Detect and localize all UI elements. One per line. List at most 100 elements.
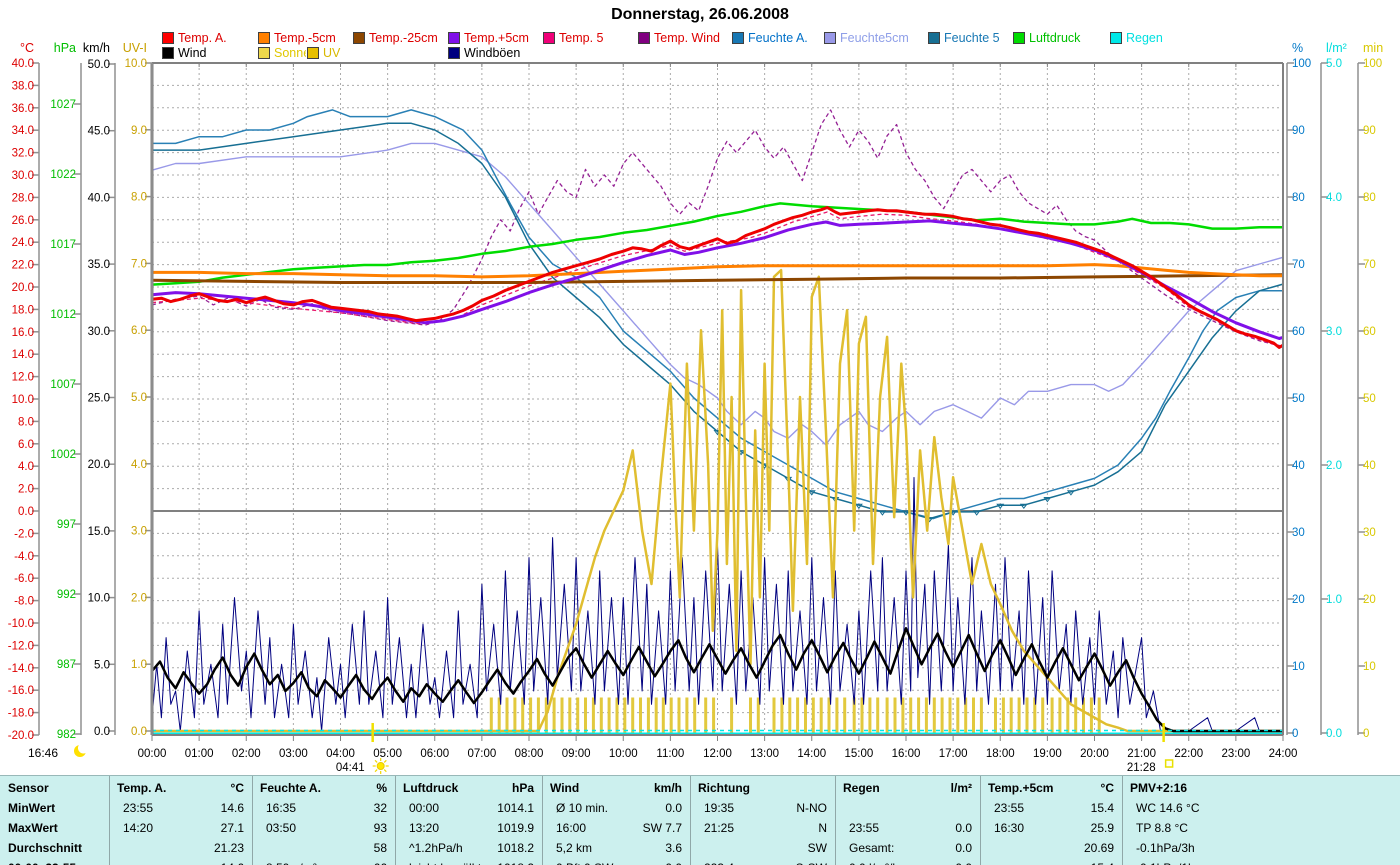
- legend-label: Feuchte5cm: [840, 31, 909, 45]
- legend-label: Regen: [1126, 31, 1163, 45]
- legend-item-temp-a[interactable]: Temp. A.: [162, 31, 227, 45]
- table-cell-value: 32: [260, 800, 387, 816]
- legend-swatch-icon: [258, 47, 270, 59]
- table-row-label: 00:00–23:55: [8, 860, 76, 865]
- legend-item-regen[interactable]: Regen: [1110, 31, 1163, 45]
- tick-label: 15.0: [88, 526, 110, 538]
- chart-area: -20.0-18.0-16.0-14.0-12.0-10.0-8.0-6.0-4…: [0, 0, 1400, 780]
- legend-item-luftdruck[interactable]: Luftdruck: [1013, 31, 1080, 45]
- tick-label: 40: [1292, 460, 1305, 472]
- time-label: 22:00: [1174, 748, 1203, 760]
- legend-item-uv[interactable]: UV: [307, 46, 340, 60]
- legend-item-sonnenschein[interactable]: Sonnenschein: [258, 46, 306, 60]
- legend-item-feuchte-a[interactable]: Feuchte A.: [732, 31, 808, 45]
- tick-label: 3.0: [131, 526, 147, 538]
- sunshine-bar: [513, 698, 516, 734]
- tick-label: 1022: [50, 169, 76, 181]
- time-label: 24:00: [1269, 748, 1298, 760]
- tick-label: -10.0: [8, 618, 34, 630]
- column-divider: [109, 776, 110, 865]
- table-cell-value: 20.69: [988, 840, 1114, 856]
- legend-label: Feuchte A.: [748, 31, 808, 45]
- tick-label: -14.0: [8, 663, 34, 675]
- sunshine-bar: [820, 698, 823, 734]
- time-label: 20:00: [1080, 748, 1109, 760]
- tick-label: 30: [1292, 527, 1305, 539]
- table-cell-value: 0.0: [843, 860, 972, 865]
- sunshine-bar: [868, 698, 871, 734]
- legend-item-temp-p5cm[interactable]: Temp.+5cm: [448, 31, 529, 45]
- table-cell-value: 0.0: [843, 840, 972, 856]
- time-label: 15:00: [844, 748, 873, 760]
- time-label: 06:00: [420, 748, 449, 760]
- sunshine-bar: [490, 698, 493, 734]
- tick-label: -2.0: [14, 528, 34, 540]
- tick-label: 4.0: [18, 461, 34, 473]
- tick-label: 0.0: [18, 506, 34, 518]
- tick-label: 0.0: [1326, 728, 1342, 740]
- table-cell-value: 14.6: [117, 860, 244, 865]
- tick-label: 5.0: [131, 392, 147, 404]
- table-cell: TP 8.8 °C: [1136, 820, 1188, 836]
- time-label: 17:00: [939, 748, 968, 760]
- table-cell: -0.1hPa/3h: [1136, 840, 1195, 856]
- sun-icon: [373, 758, 389, 774]
- tick-label: 6.0: [131, 325, 147, 337]
- moon-icon: [74, 743, 89, 758]
- tick-label: 4.0: [131, 459, 147, 471]
- legend-item-windboeen[interactable]: Windböen: [448, 46, 520, 60]
- tick-label: 0.0: [94, 726, 110, 738]
- legend-item-wind[interactable]: Wind: [162, 46, 206, 60]
- table-cell-value: 1018.2: [403, 840, 534, 856]
- sunshine-bar: [941, 698, 944, 734]
- legend-swatch-icon: [448, 32, 460, 44]
- legend-label: Feuchte 5: [944, 31, 1000, 45]
- sunshine-bar: [949, 698, 952, 734]
- tick-label: 1017: [50, 239, 76, 251]
- weather-chart-svg: -20.0-18.0-16.0-14.0-12.0-10.0-8.0-6.0-4…: [0, 0, 1400, 775]
- table-header-unit: °C: [988, 780, 1114, 796]
- tick-label: 4.0: [1326, 192, 1342, 204]
- legend-item-temp-5[interactable]: Temp. 5: [543, 31, 603, 45]
- sunshine-bar: [639, 698, 642, 734]
- sunshine-bar: [835, 698, 838, 734]
- axis-lm2: 0.01.02.03.04.05.0l/m²: [1321, 41, 1347, 740]
- table-header-unit: hPa: [403, 780, 534, 796]
- legend-label: Temp. Wind: [654, 31, 720, 45]
- tick-label: 80: [1292, 192, 1305, 204]
- tick-label: 50: [1363, 393, 1376, 405]
- sunshine-bar: [670, 698, 673, 734]
- sunshine-bar: [749, 698, 752, 734]
- legend-label: Temp.+5cm: [464, 31, 529, 45]
- tick-label: 32.0: [12, 148, 34, 160]
- legend-item-temp-m5cm[interactable]: Temp.-5cm: [258, 31, 336, 45]
- legend-item-temp-wind[interactable]: Temp. Wind: [638, 31, 720, 45]
- legend-item-temp-m25cm[interactable]: Temp.-25cm: [353, 31, 438, 45]
- table-row-label: Sensor: [8, 780, 49, 796]
- tick-label: 20: [1363, 594, 1376, 606]
- table-header-unit: °C: [117, 780, 244, 796]
- tick-label: 2.0: [131, 592, 147, 604]
- tick-label: 10: [1363, 661, 1376, 673]
- sunshine-bar: [712, 698, 715, 734]
- tick-label: 36.0: [12, 103, 34, 115]
- tick-label: 1012: [50, 309, 76, 321]
- sunshine-bar: [529, 698, 532, 734]
- legend-label: Wind: [178, 46, 206, 60]
- legend-swatch-icon: [1013, 32, 1025, 44]
- sunshine-bar: [1018, 698, 1021, 734]
- legend-item-feuchte-5cm[interactable]: Feuchte5cm: [824, 31, 909, 45]
- tick-label: 20: [1292, 594, 1305, 606]
- sunshine-bar: [788, 698, 791, 734]
- tick-label: 40: [1363, 460, 1376, 472]
- sunshine-bar: [584, 698, 587, 734]
- legend-swatch-icon: [928, 32, 940, 44]
- legend-item-feuchte-5[interactable]: Feuchte 5: [928, 31, 1000, 45]
- time-axis: 00:0001:0002:0003:0004:0005:0006:0007:00…: [138, 748, 1298, 760]
- sunshine-bar: [730, 698, 733, 734]
- table-cell: WC 14.6 °C: [1136, 800, 1199, 816]
- table-cell-value: 15.4: [988, 800, 1114, 816]
- tick-label: 10.0: [88, 593, 110, 605]
- tick-label: 30.0: [12, 170, 34, 182]
- tick-label: 22.0: [12, 260, 34, 272]
